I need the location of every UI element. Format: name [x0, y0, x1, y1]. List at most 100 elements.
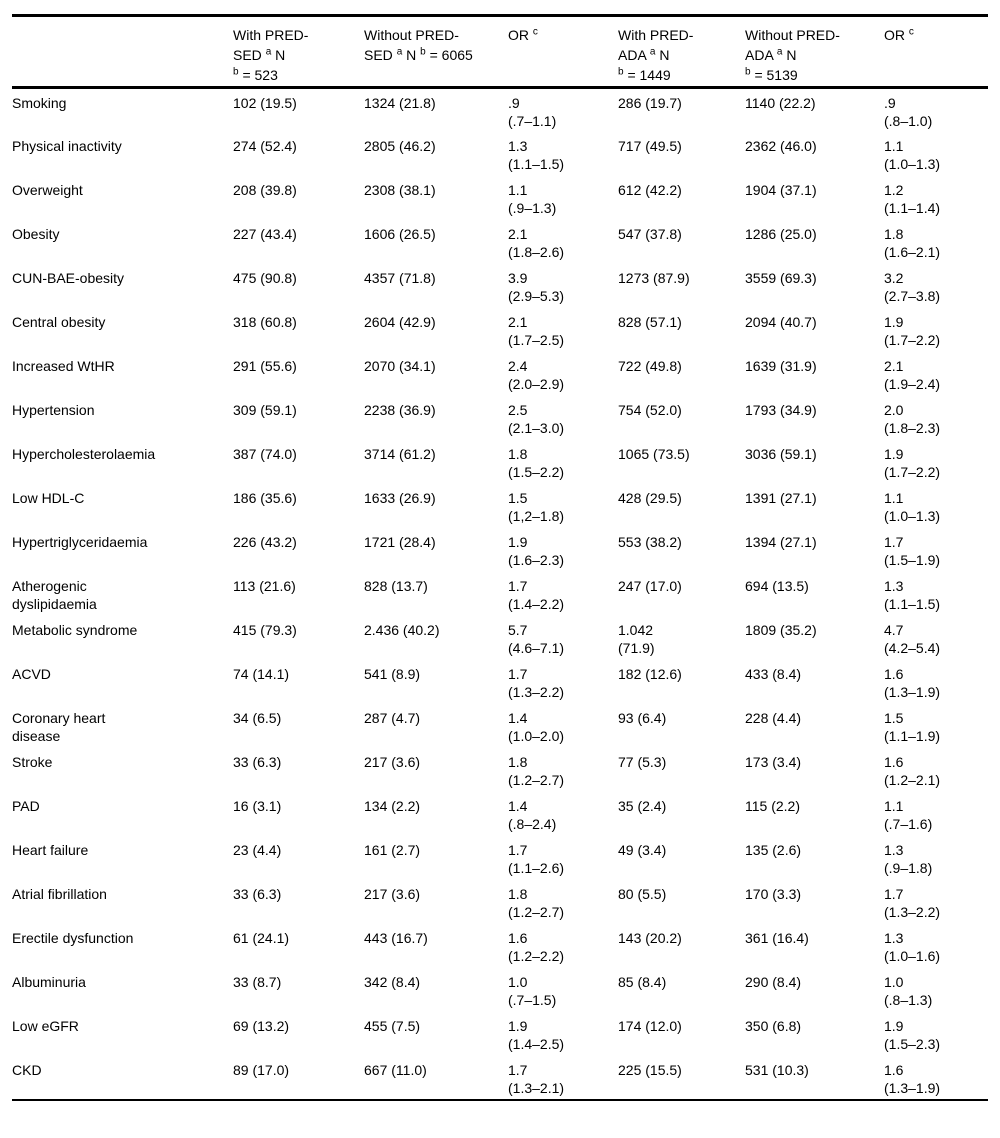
- cell-without-pred-ada: 1140 (22.2): [745, 95, 816, 111]
- cell-with-pred-ada: 1273 (87.9): [618, 269, 690, 286]
- row-label: Central obesity: [12, 313, 106, 330]
- table-row: Heart failure 23 (4.4) 161 (2.7) 1.7 (1.…: [12, 836, 988, 880]
- cell-or-sed: 1.8 (1.2–2.7): [508, 885, 565, 920]
- cell-or-sed: 1.1 (.9–1.3): [508, 181, 557, 216]
- cell-or-ada: 1.3 (.9–1.8): [884, 841, 933, 876]
- cell-with-pred-ada: 286 (19.7): [618, 95, 682, 111]
- cell-or-ada: 1.6 (1.3–1.9): [884, 665, 941, 700]
- footnote-superscript-marker: a: [649, 46, 656, 58]
- row-label: Stroke: [12, 753, 53, 770]
- cell-with-pred-ada: 1.042 (71.9): [618, 621, 655, 656]
- header-text: ADA: [745, 47, 777, 63]
- cell-with-pred-sed: 309 (59.1): [233, 401, 297, 418]
- cell-or-sed: 2.5 (2.1–3.0): [508, 401, 565, 436]
- row-label: Overweight: [12, 181, 83, 198]
- cell-or-ada: .9 (.8–1.0): [884, 95, 933, 129]
- cell-with-pred-ada: 85 (8.4): [618, 973, 667, 990]
- cell-with-pred-sed: 33 (6.3): [233, 885, 282, 902]
- row-label: ACVD: [12, 665, 51, 682]
- cell-with-pred-ada: 182 (12.6): [618, 665, 682, 682]
- table-row: Physical inactivity 274 (52.4) 2805 (46.…: [12, 132, 988, 176]
- header-text: Without PRED-: [364, 27, 459, 43]
- cell-or-ada: 4.7 (4.2–5.4): [884, 621, 941, 656]
- cell-or-sed: 5.7 (4.6–7.1): [508, 621, 565, 656]
- cell-with-pred-sed: 227 (43.4): [233, 225, 297, 242]
- cell-with-pred-sed: 475 (90.8): [233, 269, 297, 286]
- cell-with-pred-ada: 77 (5.3): [618, 753, 667, 770]
- cell-without-pred-ada: 350 (6.8): [745, 1017, 802, 1034]
- cell-with-pred-sed: 113 (21.6): [233, 577, 296, 594]
- col-header-or-ada: OR c: [884, 15, 988, 89]
- cell-or-sed: 1.4 (1.0–2.0): [508, 709, 565, 744]
- row-label: Physical inactivity: [12, 137, 122, 154]
- header-text: = 6065: [425, 47, 473, 63]
- cell-or-ada: 1.7 (1.3–2.2): [884, 885, 941, 920]
- cell-or-sed: 1.3 (1.1–1.5): [508, 137, 565, 172]
- cell-or-sed: 1.7 (1.3–2.2): [508, 665, 565, 700]
- cell-without-pred-ada: 1394 (27.1): [745, 533, 817, 550]
- table-row: CUN-BAE-obesity 475 (90.8) 4357 (71.8) 3…: [12, 264, 988, 308]
- row-label: Atherogenic dyslipidaemia: [12, 577, 97, 612]
- cell-with-pred-sed: 208 (39.8): [233, 181, 297, 198]
- cell-with-pred-sed: 274 (52.4): [233, 137, 297, 154]
- cell-with-pred-ada: 754 (52.0): [618, 401, 682, 418]
- cell-with-pred-ada: 428 (29.5): [618, 489, 682, 506]
- footnote-superscript-marker: a: [396, 46, 403, 58]
- table-row: Metabolic syndrome 415 (79.3) 2.436 (40.…: [12, 616, 988, 660]
- header-text: OR: [508, 27, 533, 43]
- cell-without-pred-sed: 667 (11.0): [364, 1061, 427, 1078]
- cell-or-sed: 1.9 (1.6–2.3): [508, 533, 565, 568]
- cell-with-pred-ada: 80 (5.5): [618, 885, 667, 902]
- cell-without-pred-sed: 455 (7.5): [364, 1017, 421, 1034]
- table-row: CKD 89 (17.0) 667 (11.0) 1.7 (1.3–2.1) 2…: [12, 1056, 988, 1100]
- header-text: With PRED-: [618, 27, 694, 43]
- cell-with-pred-ada: 1065 (73.5): [618, 445, 690, 462]
- cell-with-pred-sed: 69 (13.2): [233, 1017, 290, 1034]
- cell-with-pred-sed: 291 (55.6): [233, 357, 297, 374]
- cell-or-sed: 1.7 (1.3–2.1): [508, 1061, 565, 1096]
- header-text: = 5139: [750, 67, 798, 83]
- cell-or-ada: 1.6 (1.2–2.1): [884, 753, 941, 788]
- row-label: Metabolic syndrome: [12, 621, 138, 638]
- cell-or-ada: 1.6 (1.3–1.9): [884, 1061, 941, 1096]
- cell-without-pred-sed: 2.436 (40.2): [364, 621, 440, 638]
- cell-or-sed: 2.4 (2.0–2.9): [508, 357, 565, 392]
- cell-with-pred-sed: 415 (79.3): [233, 621, 297, 638]
- table-row: Low eGFR 69 (13.2) 455 (7.5) 1.9 (1.4–2.…: [12, 1012, 988, 1056]
- cell-or-ada: 1.1 (1.0–1.3): [884, 489, 941, 524]
- cell-without-pred-sed: 217 (3.6): [364, 885, 421, 902]
- footnote-superscript-marker: a: [776, 46, 783, 58]
- cell-or-sed: 1.5 (1,2–1.8): [508, 489, 565, 524]
- cell-or-ada: 1.9 (1.7–2.2): [884, 445, 941, 480]
- cell-without-pred-sed: 161 (2.7): [364, 841, 421, 858]
- cell-with-pred-sed: 74 (14.1): [233, 665, 290, 682]
- cell-or-sed: 1.4 (.8–2.4): [508, 797, 557, 832]
- cell-with-pred-ada: 93 (6.4): [618, 709, 667, 726]
- row-label: CUN-BAE-obesity: [12, 269, 125, 286]
- cell-without-pred-sed: 217 (3.6): [364, 753, 421, 770]
- cell-without-pred-ada: 135 (2.6): [745, 841, 802, 858]
- header-text: N: [402, 47, 421, 63]
- cell-without-pred-sed: 4357 (71.8): [364, 269, 436, 286]
- cell-with-pred-ada: 547 (37.8): [618, 225, 682, 242]
- cell-with-pred-ada: 828 (57.1): [618, 313, 682, 330]
- row-label: Hypercholesterolaemia: [12, 445, 156, 462]
- cell-without-pred-ada: 1286 (25.0): [745, 225, 817, 242]
- header-text: ADA: [618, 47, 650, 63]
- cell-without-pred-ada: 1904 (37.1): [745, 181, 817, 198]
- cell-or-ada: 1.7 (1.5–1.9): [884, 533, 941, 568]
- cell-without-pred-sed: 1633 (26.9): [364, 489, 436, 506]
- cell-or-ada: 2.1 (1.9–2.4): [884, 357, 941, 392]
- col-header-without-pred-sed: Without PRED- SED a N b = 6065: [364, 15, 508, 89]
- cell-or-ada: 1.8 (1.6–2.1): [884, 225, 941, 260]
- header-text: = 523: [238, 67, 278, 83]
- header-text: OR: [884, 27, 909, 43]
- cell-or-sed: 1.7 (1.4–2.2): [508, 577, 565, 612]
- header-text: Without PRED-: [745, 27, 840, 43]
- col-header-or-sed: OR c: [508, 15, 618, 89]
- header-text: N: [271, 47, 286, 63]
- cell-with-pred-sed: 226 (43.2): [233, 533, 297, 550]
- cell-with-pred-ada: 612 (42.2): [618, 181, 682, 198]
